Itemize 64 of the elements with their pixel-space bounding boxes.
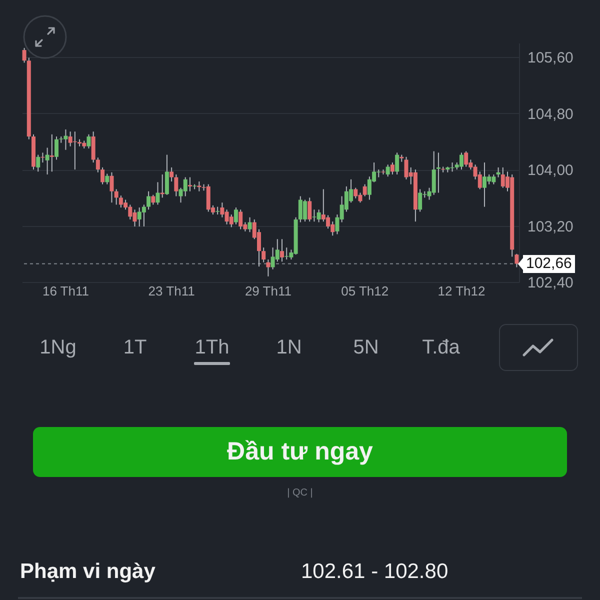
text: 5N bbox=[353, 336, 379, 360]
candlestick bbox=[234, 206, 238, 225]
candlestick bbox=[248, 216, 252, 233]
candlestick bbox=[238, 209, 243, 230]
text: 1Ng bbox=[40, 336, 76, 360]
candlestick bbox=[362, 184, 367, 197]
candlestick bbox=[354, 187, 358, 199]
candlestick bbox=[160, 174, 164, 198]
candlestick bbox=[436, 152, 440, 194]
candlestick bbox=[54, 136, 59, 160]
candlestick bbox=[432, 150, 436, 196]
candlestick bbox=[496, 166, 500, 178]
candlestick bbox=[156, 182, 160, 206]
x-tick-label: 16 Th11 bbox=[42, 284, 89, 298]
candlestick bbox=[86, 134, 91, 149]
candlestick bbox=[142, 204, 146, 227]
candlestick bbox=[105, 173, 110, 185]
text: T.đa bbox=[422, 336, 460, 360]
candlestick bbox=[386, 164, 390, 178]
candlestick bbox=[146, 190, 151, 210]
candlestick bbox=[174, 174, 178, 197]
candlestick bbox=[96, 157, 100, 173]
candlestick bbox=[308, 197, 312, 222]
y-tick-label: 104,80 bbox=[528, 106, 574, 123]
y-tick-label: 103,20 bbox=[528, 218, 574, 236]
candlestick bbox=[100, 166, 105, 185]
text: 1N bbox=[276, 336, 302, 360]
candlestick bbox=[170, 166, 174, 182]
candlestick bbox=[197, 180, 202, 192]
text: Phạm vi ngày bbox=[20, 560, 156, 584]
ref-line-label: 102,66 bbox=[523, 254, 575, 273]
candlestick bbox=[188, 176, 192, 192]
candlestick bbox=[45, 147, 50, 175]
y-tick-label: 105,60 bbox=[528, 50, 574, 67]
candlestick bbox=[395, 152, 400, 175]
candlestick bbox=[151, 194, 156, 206]
candlestick bbox=[91, 131, 96, 163]
candlestick bbox=[266, 259, 270, 277]
text: 1Th bbox=[194, 336, 230, 360]
candlestick bbox=[22, 47, 26, 64]
candlestick bbox=[36, 154, 40, 172]
candlestick bbox=[229, 214, 234, 228]
x-tick-label: 29 Th11 bbox=[244, 284, 292, 298]
candlestick bbox=[262, 247, 266, 263]
candlestick bbox=[114, 188, 118, 206]
candlestick bbox=[164, 154, 169, 196]
y-tick-label: 102,40 bbox=[528, 274, 574, 292]
candlestick bbox=[514, 253, 519, 268]
action-button: Đầu tư ngay bbox=[33, 427, 567, 477]
x-tick-label: 05 Th12 bbox=[341, 284, 389, 298]
candlestick bbox=[280, 238, 284, 262]
x-tick-label: 23 Th11 bbox=[148, 284, 195, 298]
text: 1T bbox=[123, 336, 147, 360]
x-tick-label: 12 Th12 bbox=[438, 284, 486, 298]
y-tick-label: 104,00 bbox=[528, 162, 574, 180]
candlestick bbox=[183, 176, 188, 197]
text: | QC | bbox=[287, 488, 313, 498]
candlestick bbox=[464, 150, 468, 168]
candlestick bbox=[110, 172, 114, 204]
text: 102.61 - 102.80 bbox=[301, 560, 448, 584]
candlestick bbox=[390, 162, 394, 175]
candlestick bbox=[418, 188, 422, 212]
candlestick bbox=[50, 134, 54, 172]
candlestick bbox=[459, 152, 464, 170]
